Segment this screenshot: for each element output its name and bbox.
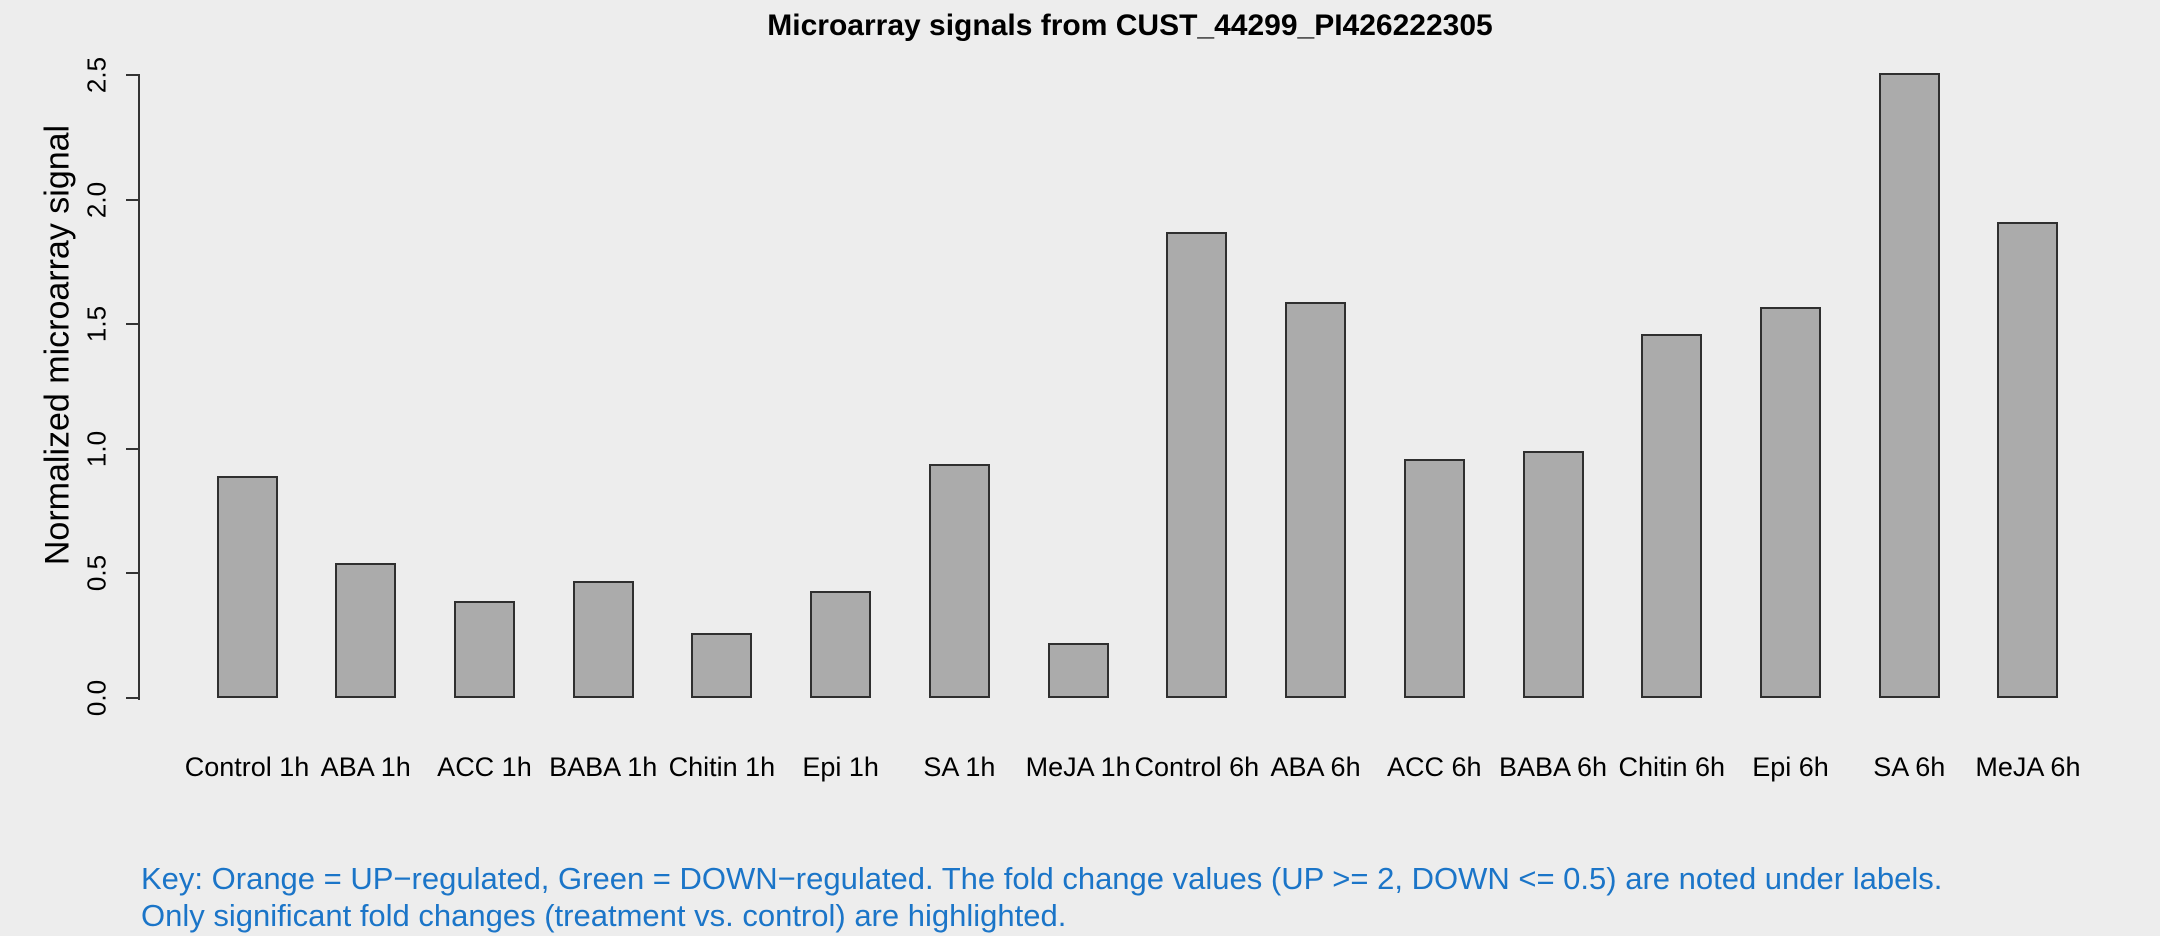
- bar-chitin-6h: [1641, 334, 1703, 698]
- y-tick-label: 2.5: [81, 56, 112, 94]
- y-tick-label: 0.0: [81, 679, 112, 717]
- bar-acc-1h: [453, 601, 515, 698]
- bar-sa-6h: [1878, 73, 1940, 698]
- x-axis-label: ACC 6h: [1387, 752, 1482, 782]
- y-tick-mark: [126, 74, 138, 76]
- x-axis-label: MeJA 1h: [1025, 752, 1131, 782]
- x-axis-label: BABA 1h: [549, 752, 658, 782]
- y-tick-mark: [126, 198, 138, 201]
- y-tick-label: 1.0: [81, 430, 112, 467]
- bar-aba-1h: [335, 563, 397, 698]
- x-axis-label: Epi 1h: [802, 752, 879, 782]
- x-axis-label: MeJA 6h: [1975, 752, 2081, 782]
- y-tick-label: 1.5: [81, 306, 112, 343]
- y-tick-mark: [126, 572, 138, 575]
- y-axis-line: [138, 74, 140, 700]
- y-axis-label: Normalized microarray signal: [38, 124, 77, 566]
- x-axis-label: Control 6h: [1134, 752, 1260, 782]
- x-axis-label: Chitin 1h: [668, 752, 776, 782]
- x-axis-label: SA 1h: [923, 752, 996, 782]
- x-axis-labels: Control 1h ABA 1h ACC 1h BABA 1h Chitin 1h Ep…: [140, 752, 2120, 792]
- y-tick-mark: [126, 697, 138, 699]
- y-tick-label: 2.0: [81, 181, 112, 218]
- chart-title: Microarray signals from CUST_44299_PI426…: [767, 9, 1493, 42]
- x-axis-label: Chitin 6h: [1618, 752, 1726, 782]
- x-axis-label: ABA 6h: [1270, 752, 1361, 782]
- bar-acc-6h: [1403, 459, 1465, 698]
- y-tick-mark: [126, 323, 138, 326]
- bar-meja-1h: [1047, 643, 1109, 698]
- bar-baba-6h: [1522, 451, 1584, 698]
- bar-control-1h: [216, 476, 278, 698]
- footnote-line-2: Only significant fold changes (treatment…: [141, 898, 1067, 933]
- plot-area: 0.0 0.5 1.0 1.5 2.0 2.5: [82, 57, 2120, 716]
- bar-chitin-1h: [691, 633, 753, 698]
- bar-sa-1h: [928, 464, 990, 698]
- bar-epi-6h: [1759, 307, 1821, 698]
- y-tick-label: 0.5: [81, 555, 112, 592]
- x-axis-label: ACC 1h: [437, 752, 532, 782]
- bar-control-6h: [1166, 232, 1228, 698]
- bar-epi-1h: [810, 591, 872, 698]
- x-axis-label: BABA 6h: [1498, 752, 1608, 782]
- bar-aba-6h: [1285, 302, 1347, 698]
- x-axis-label: SA 6h: [1873, 752, 1946, 782]
- y-tick-mark: [126, 447, 138, 450]
- bar-meja-6h: [1997, 222, 2059, 698]
- chart-footnote: Key: Orange = UP−regulated, Green = DOWN…: [141, 860, 1942, 934]
- x-axis-label: Epi 6h: [1752, 752, 1829, 782]
- bar-baba-1h: [572, 581, 634, 698]
- footnote-line-1: Key: Orange = UP−regulated, Green = DOWN…: [141, 861, 1943, 896]
- x-axis-label: Control 1h: [184, 752, 310, 782]
- x-axis-label: ABA 1h: [320, 752, 411, 782]
